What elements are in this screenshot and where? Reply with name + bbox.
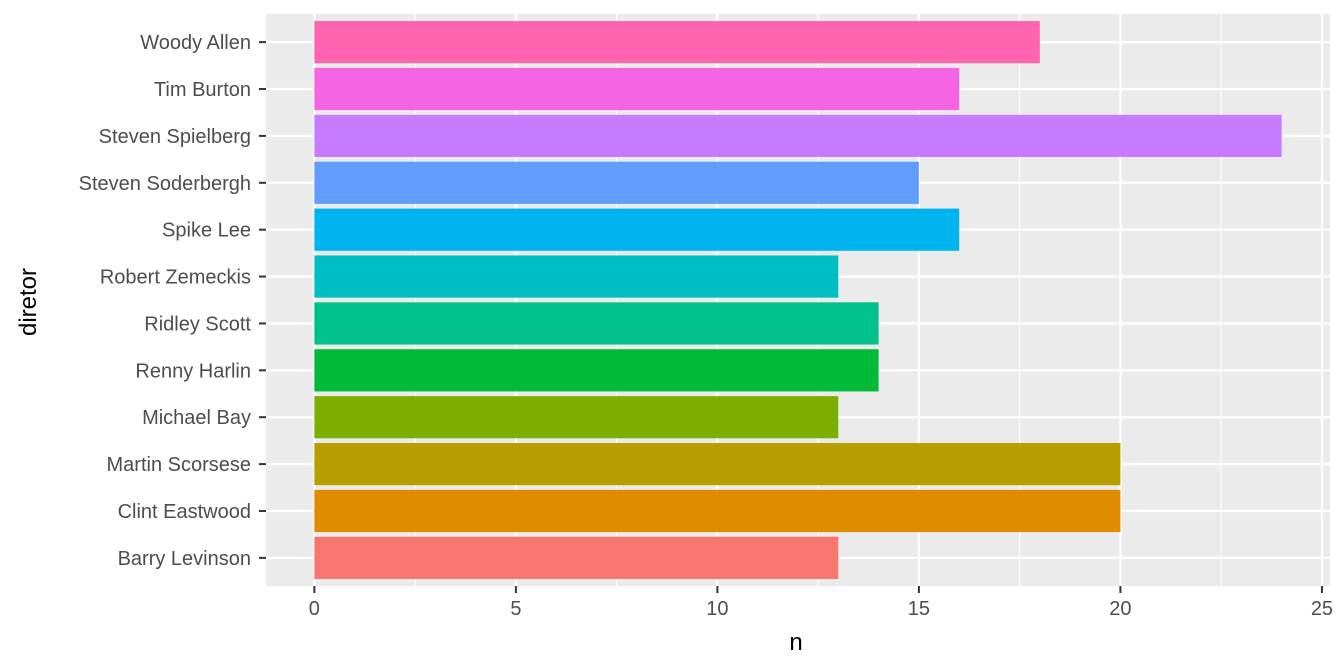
y-tick-label: Clint Eastwood (118, 501, 251, 523)
x-axis: 0 5 10 15 20 25 (309, 586, 1333, 620)
y-tick-label: Tim Burton (154, 79, 251, 101)
y-tick-label: Robert Zemeckis (100, 267, 251, 289)
x-tick-label: 0 (309, 598, 320, 620)
x-tick-label: 25 (1311, 598, 1333, 620)
x-tick-label: 10 (706, 598, 728, 620)
x-tick-label: 5 (510, 598, 521, 620)
y-tick-label: Renny Harlin (135, 360, 251, 382)
bar (314, 114, 1282, 157)
bar (314, 255, 839, 298)
x-axis-title: n (789, 629, 802, 656)
bar (314, 67, 960, 111)
bar (314, 443, 1121, 486)
y-axis: Barry Levinson Clint Eastwood Martin Scors… (79, 32, 266, 570)
bar (314, 536, 839, 579)
bar (314, 302, 879, 345)
y-tick-label: Woody Allen (140, 32, 251, 54)
bar (314, 208, 960, 251)
x-tick-label: 15 (908, 598, 930, 620)
y-tick-label: Steven Spielberg (99, 126, 251, 148)
bar (314, 21, 1040, 64)
bar (314, 396, 839, 439)
bar (314, 489, 1121, 533)
y-tick-label: Michael Bay (142, 407, 251, 429)
y-tick-label: Barry Levinson (118, 548, 251, 570)
y-tick-label: Spike Lee (162, 220, 251, 242)
bar (314, 161, 919, 204)
y-tick-label: Martin Scorsese (107, 454, 252, 476)
y-tick-label: Ridley Scott (144, 313, 251, 335)
bar (314, 349, 879, 392)
y-tick-label: Steven Soderbergh (79, 173, 251, 195)
x-tick-label: 20 (1109, 598, 1131, 620)
y-axis-title: diretor (15, 268, 42, 336)
bars (314, 21, 1282, 579)
